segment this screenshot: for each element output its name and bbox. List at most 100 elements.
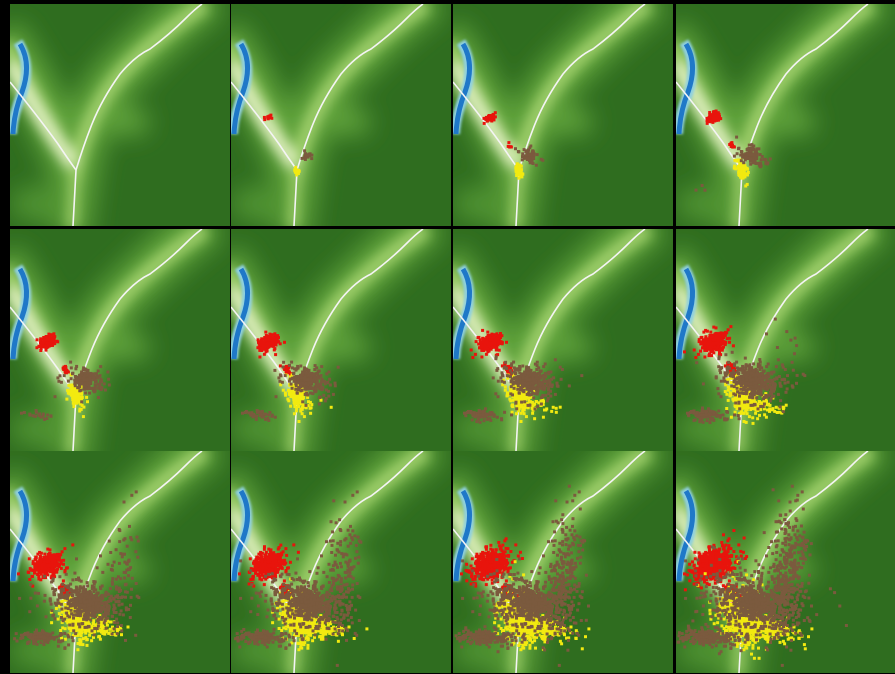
urban-cell [482,415,486,419]
urban-cell [739,368,743,372]
urban-cell [503,363,507,367]
urban-cell [77,383,81,387]
urban-cell [746,167,750,171]
urban-cell [530,395,534,399]
urban-cell [525,365,529,369]
urban-cell [708,340,712,344]
urban-cell [75,388,79,392]
urban-cell [753,395,757,399]
urban-cell [728,374,732,378]
urban-cell [76,381,80,385]
urban-cell [499,340,503,344]
urban-cell [514,412,518,416]
urban-cell [107,383,111,387]
urban-cell [516,384,520,388]
urban-cell [45,340,49,344]
urban-cell [65,397,69,401]
urban-cell [74,386,78,390]
urban-cell [534,400,538,403]
urban-cell [704,348,707,352]
urban-cell [294,395,298,399]
urban-cell [770,395,774,399]
urban-cell [276,334,280,338]
urban-cell [255,414,258,418]
urban-cell [100,380,104,384]
urban-cell [528,388,531,392]
urban-cell [713,339,717,343]
urban-cell [736,397,740,400]
urban-cell [329,405,333,409]
urban-cell [742,169,746,173]
urban-cell [296,364,300,368]
urban-cell [775,346,779,349]
urban-cell [34,409,38,412]
urban-cell [740,391,744,395]
urban-cell [299,401,303,405]
urban-cell [474,340,478,344]
urban-cell [80,376,84,380]
urban-cell [801,372,805,376]
urban-cell [712,347,716,351]
urban-cell [697,340,701,344]
urban-cell [88,391,92,395]
urban-cell [738,375,742,379]
urban-cell [708,112,712,116]
urban-cell [515,405,519,408]
urban-cell [692,418,696,422]
urban-cell [756,372,760,376]
urban-cell [526,406,530,410]
urban-cell [725,368,729,372]
urban-cell [295,391,299,395]
urban-cell [62,374,66,378]
urban-cell [299,407,303,411]
urban-cell [545,399,549,403]
urban-cell [333,381,337,385]
urban-cell [723,333,727,337]
urban-cell [714,375,718,379]
urban-cell [518,381,522,385]
urban-cell [309,376,313,380]
urban-cell [708,409,712,413]
urban-cell [761,376,764,380]
urban-cell [717,357,721,361]
urban-cell [527,397,531,401]
urban-cell [481,413,485,417]
urban-cell [99,378,103,381]
urban-cell [746,151,750,155]
urban-cell [754,162,758,165]
urban-cell [550,409,554,413]
urban-cell [741,381,745,385]
urban-cell [779,399,783,403]
urban-cell [769,397,773,400]
map-panel [0,441,230,674]
urban-cell [531,411,535,415]
urban-cell [503,410,506,414]
urban-cell [521,172,525,176]
urban-cell [791,368,795,372]
urban-cell [319,374,323,378]
urban-cell [761,405,765,409]
urban-cell [257,342,261,346]
urban-cell [546,388,550,392]
urban-cell [751,421,755,425]
urban-cell [732,145,736,149]
urban-cell [735,386,739,390]
urban-cell [537,380,541,383]
urban-cell [782,406,786,410]
urban-cell [758,368,762,371]
urban-cell [300,406,304,410]
urban-cell [712,110,716,114]
urban-cell [743,400,747,404]
urban-cell [726,410,729,414]
urban-cell [486,338,490,342]
urban-cell [531,387,535,390]
urban-cell [725,407,729,410]
urban-cell [762,157,766,161]
urban-cell [756,407,760,411]
urban-cell [501,383,505,387]
urban-cell [264,338,268,342]
urban-cell [48,334,52,338]
urban-cell [310,403,314,407]
urban-cell [324,388,328,392]
